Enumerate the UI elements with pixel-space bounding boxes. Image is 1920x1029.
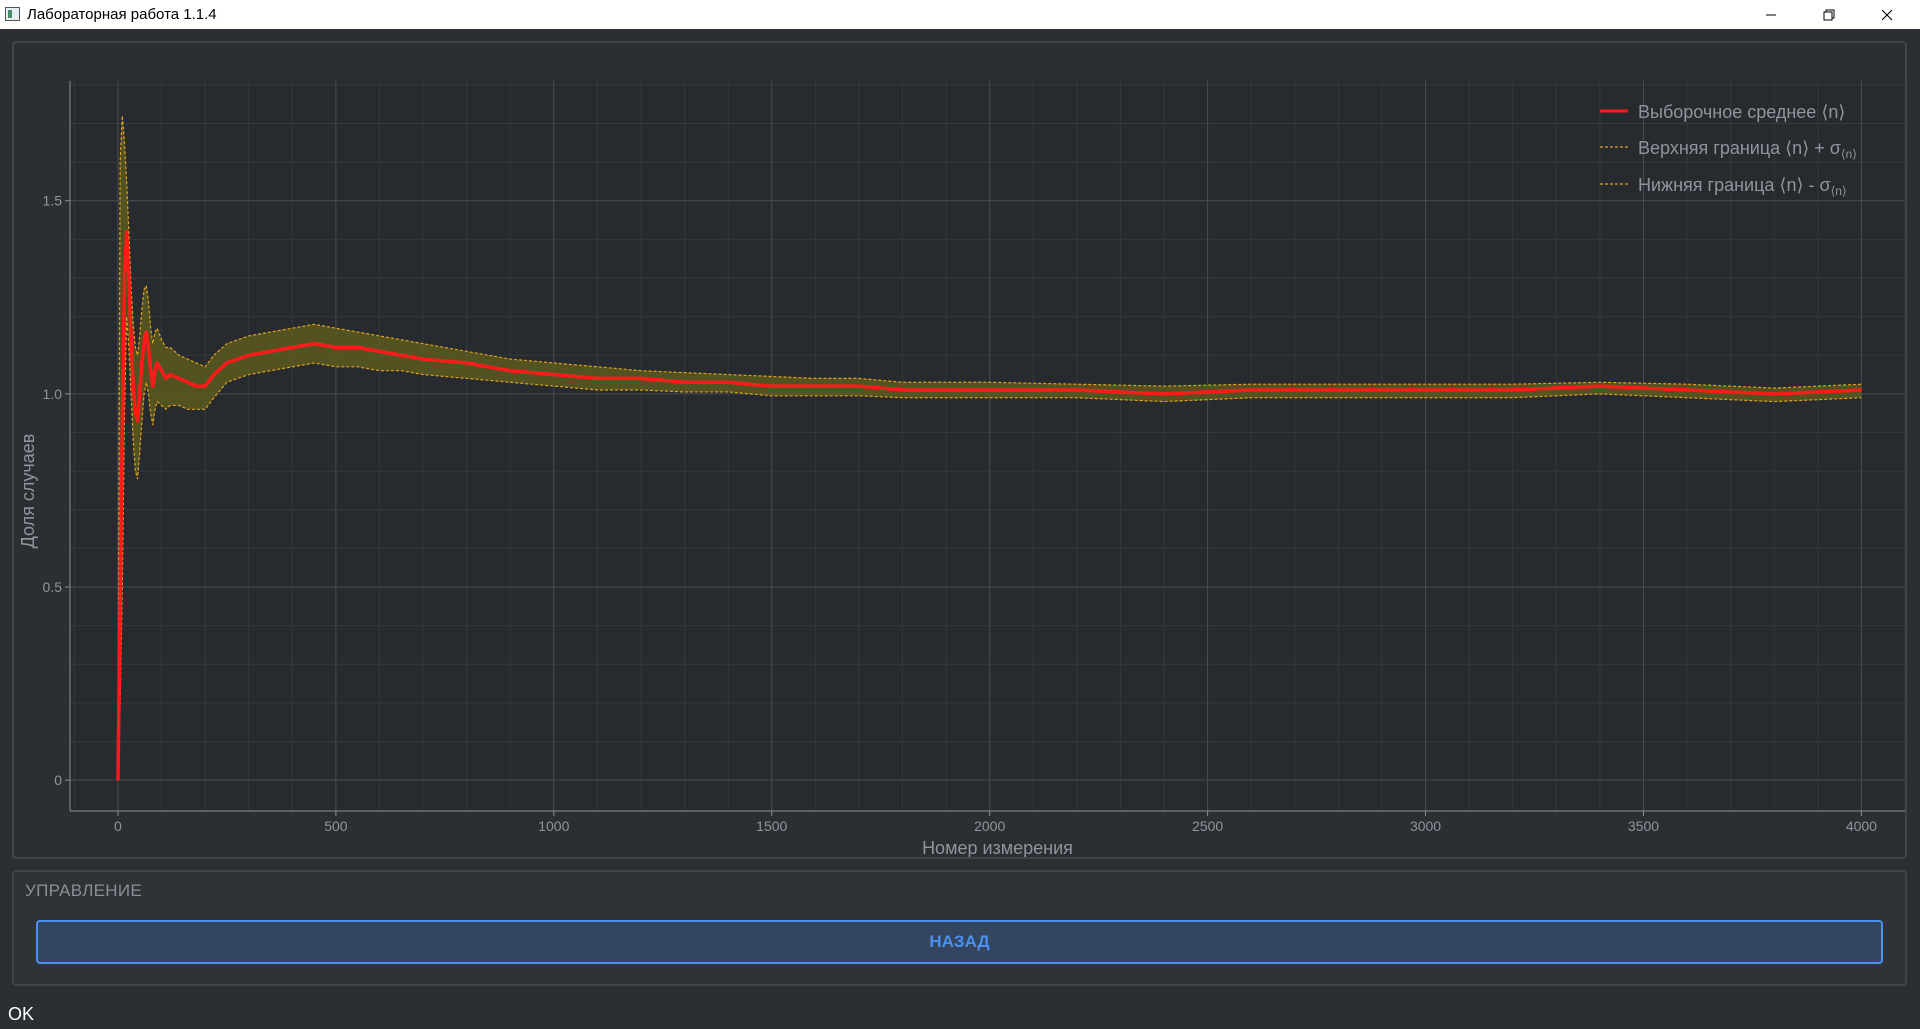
mean-point	[858, 385, 860, 387]
mean-point	[123, 277, 126, 279]
control-group: УПРАВЛЕНИЕ НАЗАД	[12, 870, 1907, 986]
mean-point	[130, 335, 132, 337]
mean-point	[901, 389, 904, 391]
control-group-title: УПРАВЛЕНИЕ	[25, 881, 143, 900]
window-title: Лабораторная работа 1.1.4	[27, 6, 217, 23]
mean-point	[378, 350, 381, 353]
mean-point	[553, 373, 555, 376]
minimize-icon	[1766, 14, 1776, 15]
x-tick-label: 1000	[538, 818, 569, 834]
mean-point	[125, 230, 128, 233]
status-bar: OK	[0, 996, 1920, 1029]
mean-point	[141, 362, 143, 364]
back-button[interactable]: НАЗАД	[36, 920, 1883, 964]
mean-point	[149, 369, 152, 372]
mean-point	[195, 385, 198, 387]
mean-point	[945, 389, 947, 391]
mean-point	[988, 389, 991, 391]
restore-button[interactable]	[1806, 0, 1852, 29]
mean-point	[1773, 393, 1776, 395]
mean-point	[400, 354, 403, 357]
x-tick-label: 3500	[1628, 818, 1659, 834]
plot-panel: 0 500 1000 1500 2000 2500 3000 3500 4000 0 0.5 1.0 1…	[12, 41, 1907, 859]
restore-icon	[1823, 9, 1835, 20]
mean-point	[143, 338, 145, 341]
y-tick-label: 1.0	[43, 386, 63, 402]
x-axis-label: Номер измерения	[922, 838, 1073, 857]
mean-point	[1337, 389, 1340, 391]
mean-point	[1860, 389, 1863, 391]
app-icon	[5, 7, 20, 21]
plot-area	[70, 81, 1905, 811]
mean-point	[465, 362, 468, 364]
mean-point	[1424, 389, 1427, 391]
mean-point	[145, 331, 148, 333]
y-tick-label: 1.5	[43, 193, 63, 209]
x-tick-label: 500	[324, 818, 348, 834]
mean-point	[152, 385, 154, 387]
mean-point	[160, 369, 163, 372]
mean-point	[1163, 393, 1165, 395]
close-button[interactable]	[1864, 0, 1910, 29]
legend-entry: Верхняя граница ⟨n⟩ + σ⟨n⟩	[1638, 138, 1857, 161]
mean-point	[814, 385, 817, 387]
legend-entry: Нижняя граница ⟨n⟩ - σ⟨n⟩	[1638, 175, 1847, 198]
mean-point	[596, 377, 599, 380]
mean-point	[165, 377, 167, 380]
x-tick-label: 0	[114, 818, 122, 834]
mean-point	[1076, 389, 1078, 391]
close-icon	[1881, 9, 1893, 20]
mean-point	[313, 342, 315, 345]
mean-point	[335, 346, 337, 349]
mean-point	[134, 412, 137, 414]
upper-bound-line	[117, 115, 1862, 781]
mean-point	[727, 381, 729, 384]
x-tick-label: 4000	[1846, 818, 1877, 834]
mean-point	[156, 362, 158, 364]
mean-point	[1599, 385, 1601, 387]
x-tick-label: 1500	[756, 818, 787, 834]
mean-point	[213, 373, 215, 376]
mean-point	[1250, 389, 1252, 391]
mean-point	[1511, 389, 1514, 391]
mean-point	[356, 346, 359, 349]
mean-point	[291, 346, 294, 349]
mean-point	[154, 369, 156, 372]
mean-point	[770, 385, 773, 387]
legend-subscript: ⟨n⟩	[1841, 147, 1857, 161]
mean-point	[169, 373, 172, 376]
mean-point	[117, 779, 119, 781]
status-text: OK	[8, 1004, 35, 1024]
mean-point	[247, 354, 250, 357]
x-tick-label: 2500	[1192, 818, 1223, 834]
mean-point	[147, 346, 150, 349]
y-tick-label: 0.5	[43, 579, 63, 595]
mean-point	[136, 420, 139, 422]
mean-point	[128, 277, 130, 279]
y-tick-label: 0	[54, 772, 62, 788]
mean-point	[422, 358, 424, 360]
chart[interactable]: 0 500 1000 1500 2000 2500 3000 3500 4000 0 0.5 1.0 1…	[14, 43, 1905, 857]
mean-point	[204, 385, 206, 387]
mean-point	[121, 431, 124, 434]
mean-point	[640, 377, 642, 380]
mean-point	[269, 350, 272, 353]
window-titlebar: Лабораторная работа 1.1.4	[0, 0, 1920, 29]
minimize-button[interactable]	[1748, 0, 1794, 29]
y-axis-label: Доля случаев	[18, 434, 38, 549]
mean-point	[509, 369, 512, 372]
mean-point	[138, 393, 141, 395]
mean-point	[186, 381, 189, 384]
x-tick-label: 2000	[974, 818, 1005, 834]
legend-subscript: ⟨n⟩	[1831, 184, 1847, 198]
mean-point	[226, 362, 228, 364]
mean-point	[119, 605, 121, 608]
mean-line	[116, 229, 1862, 781]
mean-point	[132, 385, 135, 387]
mean-point	[683, 381, 686, 384]
x-tick-label: 3000	[1410, 818, 1441, 834]
legend-entry: Выборочное среднее ⟨n⟩	[1638, 102, 1845, 122]
mean-point	[1686, 389, 1688, 391]
mean-point	[178, 377, 180, 380]
